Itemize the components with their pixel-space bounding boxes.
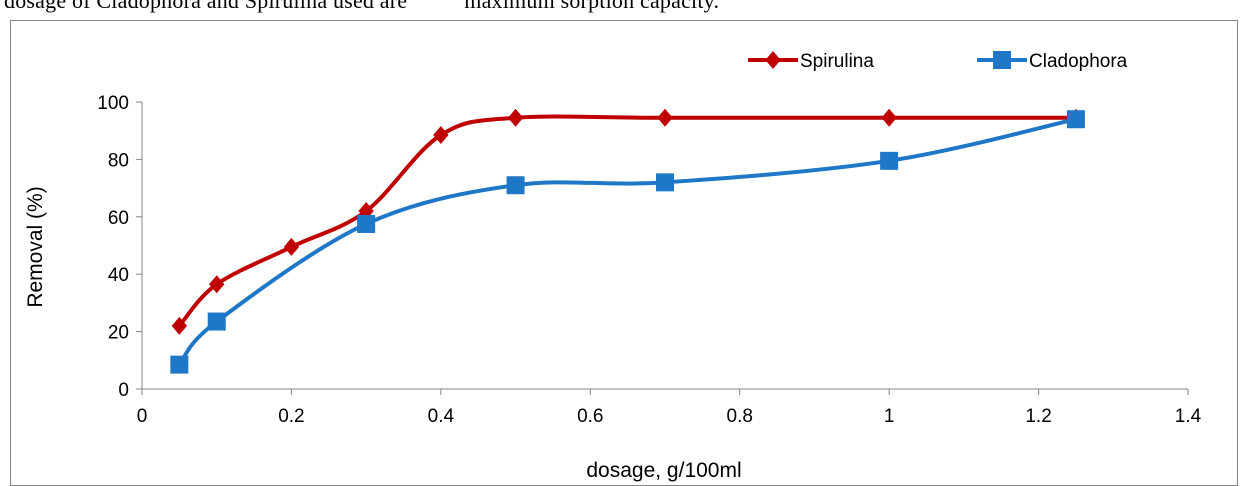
series-cladophora [170, 110, 1085, 374]
x-tick-label: 1.4 [1175, 406, 1202, 427]
y-tick-label: 60 [108, 208, 129, 229]
x-tick-label: 0.2 [278, 406, 304, 427]
legend-item-cladophora: Cladophora [977, 51, 1128, 72]
y-tick-label: 20 [108, 323, 129, 344]
x-tick-label: 0.8 [727, 406, 753, 427]
legend-label-cladophora: Cladophora [1029, 51, 1128, 72]
legend: Spirulina Cladophora [748, 51, 1128, 72]
data-point-spirulina [283, 237, 300, 256]
series-layer [170, 108, 1085, 374]
chart-frame [10, 20, 1238, 486]
series-spirulina [171, 108, 1084, 335]
series-line-cladophora [177, 117, 1077, 366]
data-point-cladophora [656, 173, 674, 192]
y-tick-label: 100 [97, 93, 129, 114]
data-point-spirulina [507, 108, 524, 127]
data-point-spirulina [171, 316, 188, 335]
x-tick-label: 1.2 [1025, 406, 1051, 427]
data-point-spirulina [881, 108, 897, 127]
y-axis-title: Removal (%) [24, 186, 47, 307]
x-tick-label: 1 [884, 406, 895, 427]
data-point-cladophora [506, 176, 525, 195]
data-point-cladophora [357, 214, 376, 233]
data-point-spirulina [433, 126, 449, 145]
legend-item-spirulina: Spirulina [748, 51, 874, 72]
data-point-cladophora [207, 312, 226, 331]
data-point-cladophora [1066, 110, 1085, 129]
data-point-cladophora [170, 355, 189, 374]
y-tick-label: 40 [108, 265, 129, 286]
y-tick-label: 80 [108, 150, 129, 171]
x-axis-title: dosage, g/100ml [586, 459, 741, 482]
x-tick-label: 0 [137, 406, 148, 427]
legend-marker-spirulina [765, 51, 781, 69]
data-point-spirulina [657, 108, 673, 127]
legend-label-spirulina: Spirulina [800, 51, 874, 72]
legend-marker-cladophora [993, 51, 1011, 69]
x-tick-label: 0.6 [577, 406, 603, 427]
data-point-cladophora [880, 151, 899, 170]
series-line-spirulina [177, 114, 1076, 328]
y-tick-label: 0 [118, 380, 129, 401]
data-point-spirulina [209, 275, 225, 294]
x-tick-label: 0.4 [428, 406, 455, 427]
header-text: dosage of Cladophora and Spirulina used … [4, 0, 720, 13]
chart-axes: 0 20 40 60 80 100 0 0.2 0.4 0.6 0.8 1 1.2 1.4 [97, 93, 1201, 427]
